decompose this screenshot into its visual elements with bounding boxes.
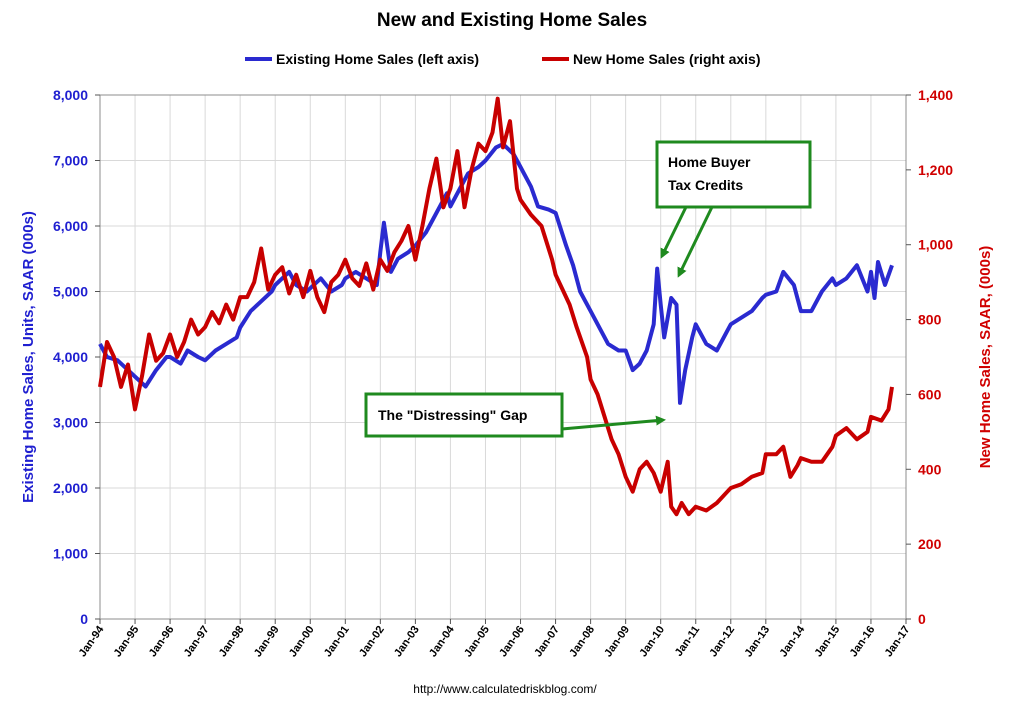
annotation-arrow-gap bbox=[561, 415, 666, 431]
annotation-box-gap bbox=[364, 392, 564, 438]
left-tick-label: 2,000 bbox=[53, 480, 88, 496]
left-tick-label: 4,000 bbox=[53, 349, 88, 365]
x-tick-label: Jan-17 bbox=[883, 624, 913, 659]
legend-label-new: New Home Sales (right axis) bbox=[573, 51, 761, 67]
x-tick-label: Jan-01 bbox=[322, 624, 352, 659]
annotation-box-tax-credits bbox=[655, 140, 812, 209]
x-tick-label: Jan-16 bbox=[848, 624, 878, 659]
right-tick-label: 600 bbox=[918, 386, 942, 402]
x-tick-label: Jan-09 bbox=[602, 624, 632, 659]
x-tick-label: Jan-04 bbox=[427, 623, 457, 659]
left-tick-label: 5,000 bbox=[53, 284, 88, 300]
left-tick-label: 8,000 bbox=[53, 87, 88, 103]
x-tick-label: Jan-05 bbox=[462, 624, 492, 659]
annotation-arrow-tax-credits-1 bbox=[660, 206, 688, 259]
x-tick-label: Jan-07 bbox=[532, 624, 562, 659]
x-tick-label: Jan-97 bbox=[182, 624, 212, 659]
right-axis-label: New Home Sales, SAAR, (000s) bbox=[977, 246, 994, 469]
right-tick-label: 400 bbox=[918, 461, 942, 477]
source-url: http://www.calculatedriskblog.com/ bbox=[413, 682, 597, 696]
x-tick-label: Jan-00 bbox=[287, 624, 317, 659]
right-tick-label: 0 bbox=[918, 611, 926, 627]
x-tick-label: Jan-94 bbox=[77, 623, 107, 659]
x-tick-label: Jan-14 bbox=[778, 623, 808, 659]
right-tick-label: 1,200 bbox=[918, 162, 953, 178]
right-tick-label: 1,400 bbox=[918, 87, 953, 103]
x-tick-label: Jan-96 bbox=[147, 624, 177, 659]
annotation-tax-credits-line2: Tax Credits bbox=[668, 177, 743, 193]
left-axis-label: Existing Home Sales, Units, SAAR (000s) bbox=[20, 211, 37, 503]
left-tick-label: 7,000 bbox=[53, 153, 88, 169]
series-line-new bbox=[98, 96, 894, 517]
x-tick-label: Jan-15 bbox=[813, 624, 843, 659]
x-tick-label: Jan-06 bbox=[497, 624, 527, 659]
annotation-tax-credits-line1: Home Buyer bbox=[668, 154, 751, 170]
x-tick-label: Jan-08 bbox=[567, 624, 597, 659]
legend-label-existing: Existing Home Sales (left axis) bbox=[276, 51, 479, 67]
right-tick-label: 800 bbox=[918, 312, 942, 328]
annotation-gap-text: The "Distressing" Gap bbox=[378, 407, 527, 423]
x-tick-label: Jan-12 bbox=[707, 624, 737, 659]
x-tick-label: Jan-11 bbox=[673, 624, 702, 659]
x-tick-label: Jan-10 bbox=[637, 624, 667, 659]
x-axis-ticks: Jan-94 Jan-95 Jan-96 Jan-97 Jan-98 Jan-99 Jan-… bbox=[77, 619, 913, 659]
chart-title: New and Existing Home Sales bbox=[377, 10, 647, 31]
right-tick-label: 1,000 bbox=[918, 237, 953, 253]
x-tick-label: Jan-95 bbox=[112, 624, 142, 659]
left-tick-label: 0 bbox=[80, 611, 88, 627]
left-tick-label: 3,000 bbox=[53, 415, 88, 431]
x-tick-label: Jan-13 bbox=[742, 624, 772, 659]
left-axis-ticks: 0 1,000 2,000 3,000 4,000 5,000 6,000 7,000 8,00… bbox=[53, 87, 100, 627]
legend: Existing Home Sales (left axis) New Home… bbox=[245, 51, 761, 67]
right-axis-ticks: 0 200 400 600 800 1,000 1,200 1,400 bbox=[906, 87, 953, 627]
x-tick-label: Jan-99 bbox=[252, 624, 282, 659]
left-tick-label: 1,000 bbox=[53, 546, 88, 562]
x-tick-label: Jan-02 bbox=[357, 624, 387, 659]
left-tick-label: 6,000 bbox=[53, 218, 88, 234]
annotation-tax-credits: Home Buyer Tax Credits bbox=[655, 140, 812, 278]
x-tick-label: Jan-98 bbox=[217, 624, 247, 659]
right-tick-label: 200 bbox=[918, 536, 942, 552]
annotation-arrow-tax-credits-2 bbox=[677, 206, 714, 278]
x-tick-label: Jan-03 bbox=[392, 624, 422, 659]
annotation-gap: The "Distressing" Gap bbox=[364, 392, 666, 438]
